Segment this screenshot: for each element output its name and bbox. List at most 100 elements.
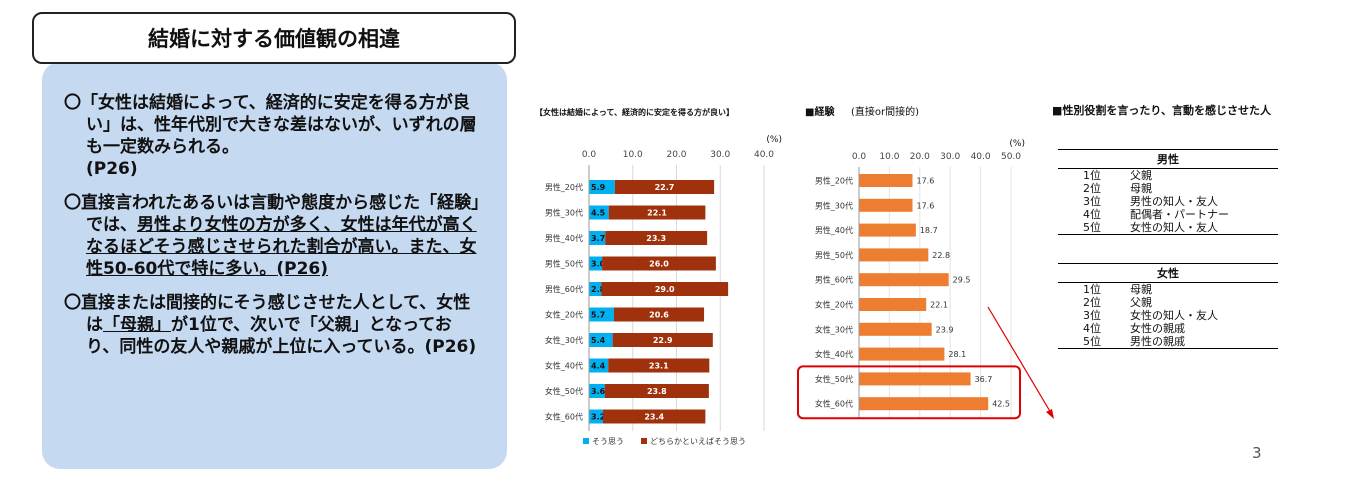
bar-segment [589, 358, 609, 373]
bar-segment [614, 180, 715, 194]
bar-segment [608, 358, 710, 373]
male-ranking-table: 男性 1位 父親 2位 母親 3位 男性の知人・友人 4位 配偶者・パートナー 5位 女性の知人・… [1058, 149, 1278, 235]
data-label: 4.4 [591, 362, 606, 371]
x-tick-label: 0.0 [852, 152, 867, 162]
rank-position: 5位 [1058, 221, 1126, 235]
bar-segment [589, 180, 615, 194]
trend-arrow-line [987, 306, 1052, 414]
highlight-box [797, 365, 1021, 420]
female-ranking-row: 4位 女性の親戚 [1058, 322, 1278, 335]
rank-person: 女性の知人・友人 [1126, 221, 1278, 235]
category-label: 女性_50代 [545, 386, 583, 396]
summary-point-3-text: 〇直接または間接的にそう感じさせた人として、女性は [64, 293, 471, 335]
bar-segment [602, 256, 716, 271]
category-label: 女性_60代 [815, 399, 853, 409]
male-ranking-header: 男性 [1058, 149, 1278, 169]
data-label: 3.7 [591, 234, 605, 243]
x-tick-label: 10.0 [879, 152, 899, 162]
experience-bar-chart: ■経験 (直接or間接的) (%) 0.0 10.0 20.0 30.0 40.0 50.0 男性… [797, 105, 1054, 420]
data-label: 42.5 [992, 400, 1010, 409]
data-label: 22.7 [655, 183, 675, 192]
chart-title: ■経験 [805, 105, 835, 118]
male-ranking-row: 4位 配偶者・パートナー [1058, 208, 1278, 221]
ranking-title: ■性別役割を言ったり、言動を感じさせた人 [1052, 104, 1271, 117]
female-ranking-table: 女性 1位 母親 2位 父親 3位 女性の知人・友人 4位 女性の親戚 5位 男性の親戚 [1058, 263, 1278, 349]
rank-person: 女性の親戚 [1130, 322, 1185, 335]
category-label: 男性_40代 [545, 233, 583, 243]
bar-segment [589, 409, 603, 424]
data-label: 17.6 [917, 201, 935, 210]
category-label: 女性_50代 [815, 374, 853, 384]
rank-position: 4位 [1083, 208, 1101, 221]
x-tick-label: 20.0 [666, 150, 686, 160]
bar-segment [601, 282, 729, 296]
rank-position: 1位 [1083, 169, 1101, 182]
bar-segment [589, 231, 606, 245]
data-label: 23.4 [644, 413, 664, 422]
x-tick-label: 20.0 [910, 152, 930, 162]
category-label: 男性_20代 [545, 182, 583, 192]
bar-segment [589, 256, 603, 271]
category-label: 男性_20代 [815, 176, 853, 186]
female-ranking-row: 3位 女性の知人・友人 [1058, 309, 1278, 322]
data-label: 5.7 [591, 311, 605, 320]
rank-position: 2位 [1083, 296, 1101, 309]
category-label: 男性_60代 [545, 284, 583, 294]
bar-segment [603, 409, 706, 424]
x-tick-label: 40.0 [754, 150, 774, 160]
category-label: 女性_40代 [815, 349, 853, 359]
bar-segment [589, 282, 602, 296]
legend-label: そう思う [592, 437, 624, 446]
data-label: 23.8 [647, 387, 667, 396]
bar [859, 174, 913, 187]
data-label: 3.0 [591, 260, 606, 269]
bar [859, 223, 916, 237]
summary-panel: 〇「女性は結婚によって、経済的に安定を得る方が良い」は、性年代別で大きな差はない… [42, 62, 507, 469]
rank-position: 4位 [1083, 322, 1101, 335]
rank-person: 女性の知人・友人 [1130, 309, 1218, 322]
category-label: 男性_40代 [815, 225, 853, 235]
bar-segment [605, 231, 708, 245]
data-label: 5.9 [591, 183, 606, 192]
page-number: 3 [1252, 444, 1262, 462]
data-label: 29.0 [655, 285, 675, 294]
bar-segment [612, 333, 713, 347]
rank-person: 男性の親戚 [1126, 335, 1278, 349]
data-label: 23.3 [646, 234, 666, 243]
female-ranking-row: 1位 母親 [1058, 283, 1278, 297]
x-tick-label: 40.0 [971, 152, 991, 162]
data-label: 3.2 [591, 413, 605, 422]
data-label: 26.0 [649, 260, 669, 269]
bar-segment [613, 307, 705, 322]
rank-person: 父親 [1130, 296, 1152, 309]
rank-position: 3位 [1083, 195, 1101, 208]
rank-person: 配偶者・パートナー [1130, 208, 1229, 221]
chart-subtitle: (直接or間接的) [851, 105, 919, 118]
legend-label: どちらかといえばそう思う [650, 437, 746, 446]
category-label: 男性_50代 [545, 259, 583, 269]
bar [859, 322, 932, 336]
bar-segment [608, 205, 706, 220]
bar-segment [589, 333, 613, 347]
data-label: 29.5 [953, 276, 971, 285]
summary-point-3-underlined: 「母親」 [103, 315, 171, 335]
bar-segment [589, 205, 609, 220]
unit-label: (%) [1009, 139, 1025, 149]
data-label: 28.1 [948, 350, 966, 359]
data-label: 22.8 [932, 251, 950, 260]
rank-position: 5位 [1058, 335, 1126, 349]
category-label: 女性_30代 [815, 324, 853, 334]
stacked-bar-chart: 【女性は結婚によって、経済的に安定を得る方が良い】 (%) 0.0 10.0 20.0 3… [535, 107, 782, 446]
category-label: 女性_60代 [545, 412, 583, 422]
data-label: 17.6 [917, 177, 935, 186]
male-ranking-row: 2位 母親 [1058, 182, 1278, 195]
bar [859, 298, 927, 311]
summary-point-1-ref: (P26) [86, 159, 138, 179]
data-label: 5.4 [591, 336, 606, 345]
ranking-section: ■性別役割を言ったり、言動を感じさせた人 [1052, 102, 1342, 148]
rank-position: 2位 [1083, 182, 1101, 195]
rank-person: 母親 [1130, 182, 1152, 195]
category-label: 女性_20代 [545, 310, 583, 320]
category-label: 女性_40代 [545, 361, 583, 371]
category-label: 女性_30代 [545, 335, 583, 345]
